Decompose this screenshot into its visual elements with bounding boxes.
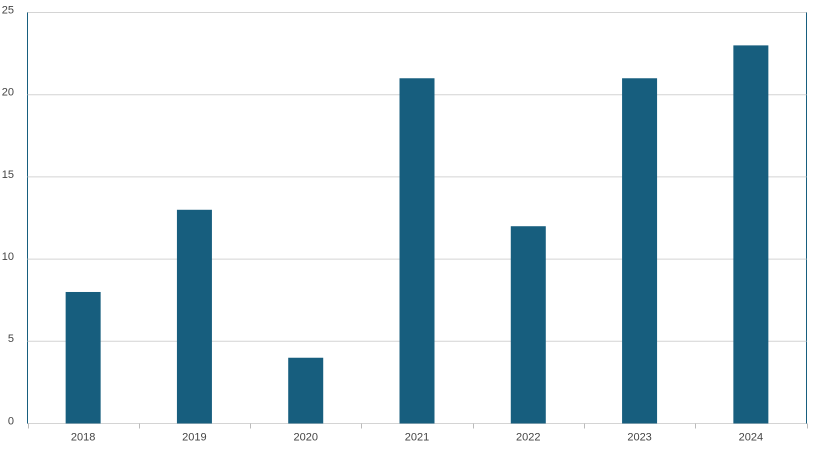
- bar: [65, 291, 101, 424]
- x-tick-label: 2024: [739, 431, 763, 443]
- bar: [733, 45, 769, 424]
- bar: [510, 226, 546, 424]
- y-tick-label: 10: [2, 251, 14, 263]
- y-tick-label: 25: [2, 4, 14, 16]
- x-tick-label: 2022: [516, 431, 540, 443]
- y-tick-label: 15: [2, 169, 14, 181]
- x-tick-label: 2018: [71, 431, 95, 443]
- y-tick-label: 5: [8, 333, 14, 345]
- x-tick-label: 2019: [182, 431, 206, 443]
- bar: [176, 209, 212, 424]
- x-tick-label: 2020: [293, 431, 317, 443]
- y-tick-label: 20: [2, 87, 14, 99]
- y-tick-label: 0: [8, 415, 14, 427]
- x-tick-label: 2021: [405, 431, 429, 443]
- bar: [288, 357, 324, 424]
- bar: [622, 78, 658, 424]
- bar: [399, 78, 435, 424]
- x-tick-label: 2023: [627, 431, 651, 443]
